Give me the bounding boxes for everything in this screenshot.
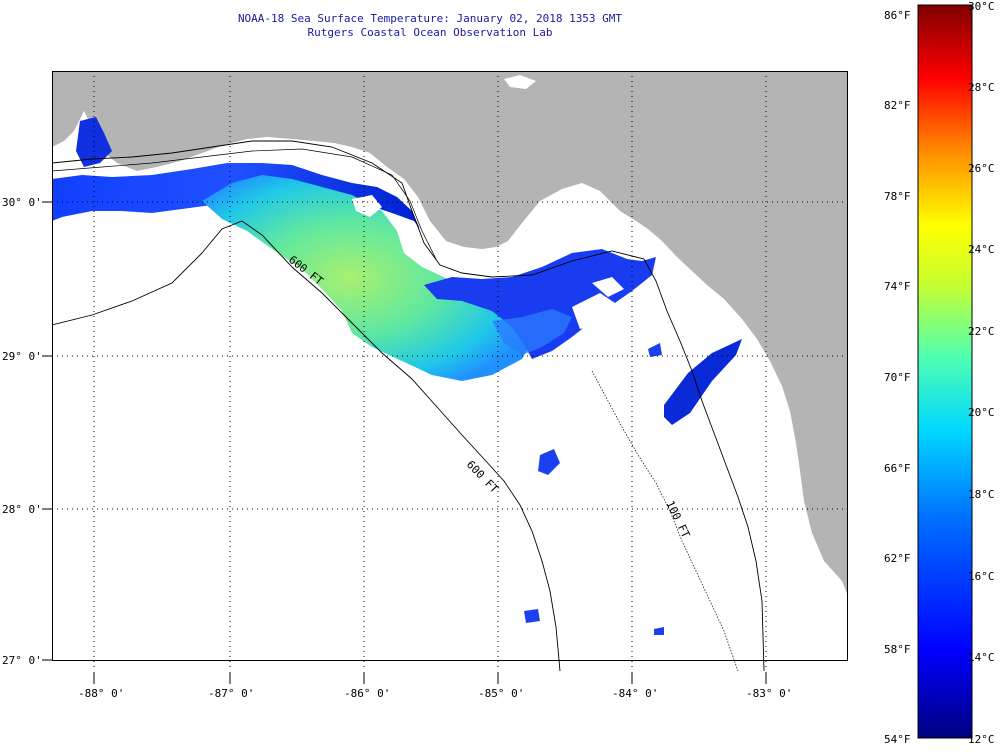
colorbar-f-label: 86°F [884, 9, 911, 22]
colorbar-fahrenheit-labels: 86°F 82°F 78°F 74°F 70°F 66°F 62°F 58°F … [884, 9, 911, 746]
colorbar-f-label: 66°F [884, 462, 911, 475]
sst-cold-band-east [424, 249, 656, 359]
land-mass [52, 71, 848, 596]
cloud-gap [432, 247, 456, 269]
lat-label-29: 29° 0' [2, 350, 42, 363]
cloud-gap [572, 293, 618, 329]
lat-label-27: 27° 0' [2, 654, 42, 667]
sst-cold-patch-small [538, 449, 560, 475]
lon-label-84: -84° 0' [612, 687, 658, 700]
map-border [52, 71, 848, 661]
colorbar-celsius-labels: 30°C 28°C 26°C 24°C 22°C 20°C 18°C 16°C … [968, 0, 995, 746]
lake-blob [504, 75, 536, 89]
colorbar-c-label: 24°C [968, 243, 995, 256]
lon-label-88: -88° 0' [78, 687, 124, 700]
axis-labels: 30° 0' 29° 0' 28° 0' 27° 0' -88° 0' -87°… [2, 196, 792, 700]
sst-cold-patch-small [648, 343, 662, 357]
sst-map[interactable]: 600 FT 600 FT 100 FT [51, 71, 848, 672]
cloud-gap [352, 195, 382, 217]
map-gridlines [52, 71, 848, 671]
lon-label-83: -83° 0' [746, 687, 792, 700]
coastal-bay [202, 143, 282, 157]
lat-label-30: 30° 0' [2, 196, 42, 209]
colorbar-f-label: 82°F [884, 99, 911, 112]
sst-map-canvas: 600 FT 600 FT 100 FT [51, 71, 848, 672]
lon-label-87: -87° 0' [208, 687, 254, 700]
sst-cold-patch-small [654, 627, 664, 635]
colorbar-f-label: 78°F [884, 190, 911, 203]
colorbar-c-label: 14°C [968, 651, 995, 664]
lon-label-85: -85° 0' [478, 687, 524, 700]
colorbar-c-label: 22°C [968, 325, 995, 338]
colorbar-c-label: 16°C [968, 570, 995, 583]
colorbar-f-label: 74°F [884, 280, 911, 293]
sst-cold-patch-small [524, 609, 540, 623]
lat-label-28: 28° 0' [2, 503, 42, 516]
depth-contour-100ft [51, 140, 765, 672]
colorbar-f-label: 58°F [884, 643, 911, 656]
colorbar-c-label: 12°C [968, 733, 995, 746]
map-title: NOAA-18 Sea Surface Temperature: January… [237, 12, 623, 25]
depth-contour-shelf [591, 370, 739, 672]
depth-contour-inner [51, 148, 437, 260]
sst-mid-patch [492, 309, 572, 355]
temperature-colorbar: 86°F 82°F 78°F 74°F 70°F 66°F 62°F 58°F … [884, 0, 995, 746]
colorbar-c-label: 30°C [968, 0, 995, 13]
colorbar-f-label: 62°F [884, 552, 911, 565]
colorbar-c-label: 28°C [968, 81, 995, 94]
colorbar-f-label: 54°F [884, 733, 911, 746]
colorbar-f-label: 70°F [884, 371, 911, 384]
map-subtitle: Rutgers Coastal Ocean Observation Lab [307, 26, 553, 39]
sst-cold-patch-offshore [664, 339, 742, 425]
depth-contour-600ft [51, 220, 561, 672]
colorbar-c-label: 18°C [968, 488, 995, 501]
colorbar-gradient [917, 4, 973, 739]
colorbar-c-label: 20°C [968, 406, 995, 419]
colorbar-c-label: 26°C [968, 162, 995, 175]
lon-label-86: -86° 0' [344, 687, 390, 700]
cloud-gap [592, 277, 624, 297]
sst-warm-plume [202, 175, 532, 381]
